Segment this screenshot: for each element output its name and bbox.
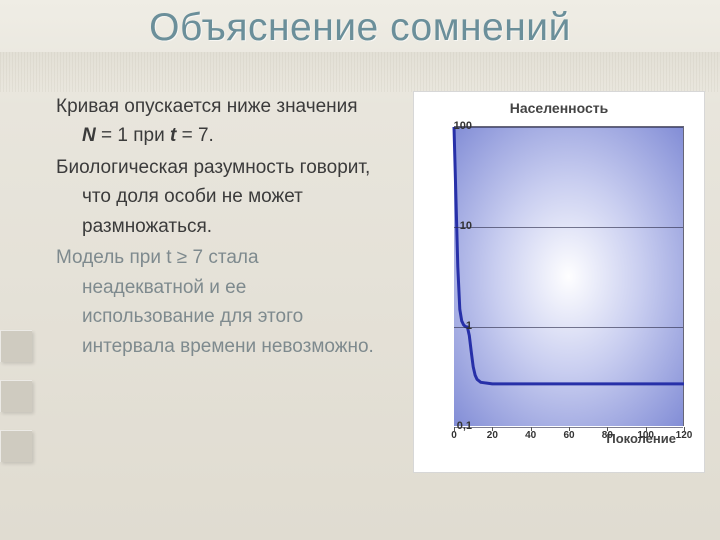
x-tick-label: 20 [487, 430, 498, 441]
chart-curve [454, 127, 684, 427]
gridline [454, 327, 683, 328]
square-deco [0, 430, 32, 462]
y-tick-label: 1 [466, 320, 472, 332]
y-tick-label: 0,1 [457, 420, 472, 432]
chart-panel: Населенность Поколение 0,111010002040608… [414, 92, 704, 472]
text-run: Кривая опускается ниже значения [56, 96, 358, 117]
gridline [454, 227, 683, 228]
square-deco [0, 330, 32, 362]
chart-title: Населенность [414, 92, 704, 120]
x-tick-label: 0 [451, 430, 457, 441]
x-tick-label: 120 [676, 430, 693, 441]
y-tick-label: 100 [454, 120, 472, 132]
decorative-squares [0, 330, 32, 480]
text-run: = 1 при [96, 125, 170, 146]
var-N: N [82, 125, 96, 146]
page-title: Объяснение сомнений [0, 6, 720, 50]
square-deco [0, 380, 32, 412]
x-tick-label: 40 [525, 430, 536, 441]
y-tick-label: 10 [460, 220, 472, 232]
header-texture [0, 52, 720, 92]
gridline [454, 127, 683, 128]
paragraph-3: Модель при t ≥ 7 стала неадекватной и ее… [56, 243, 376, 361]
chart-plot-area [454, 126, 684, 426]
paragraph-2: Биологическая разумность говорит, что до… [56, 153, 376, 241]
paragraph-1: Кривая опускается ниже значения N = 1 пр… [56, 92, 376, 151]
text-run: = 7. [176, 125, 214, 146]
x-tick-label: 80 [602, 430, 613, 441]
x-tick-label: 60 [563, 430, 574, 441]
x-tick-label: 100 [637, 430, 654, 441]
body-text: Кривая опускается ниже значения N = 1 пр… [56, 92, 376, 363]
